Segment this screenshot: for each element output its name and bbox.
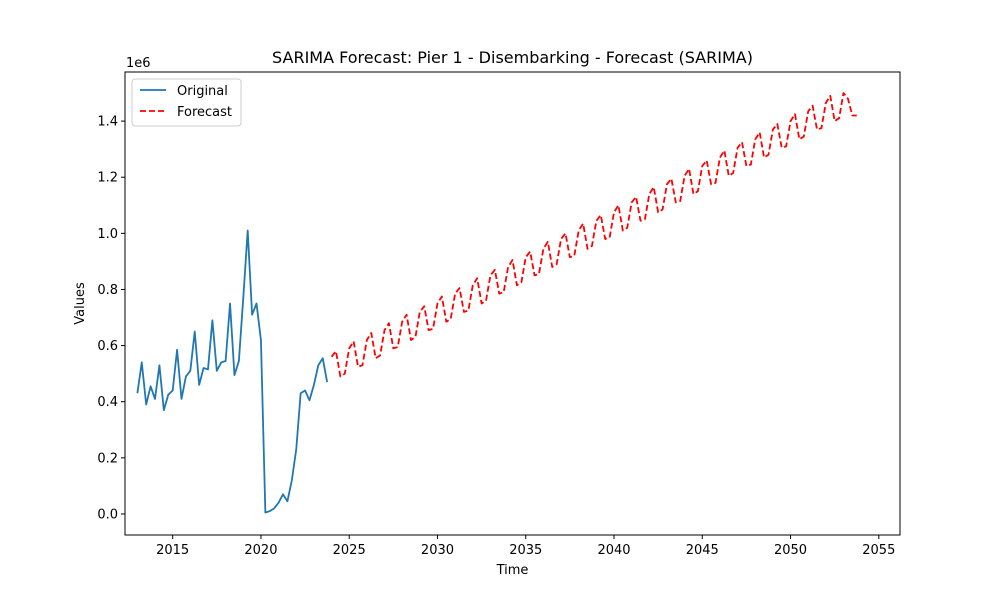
x-tick-label-2015: 2015 xyxy=(156,543,189,558)
plot-frame xyxy=(124,71,901,536)
legend-label-forecast: Forecast xyxy=(177,105,232,120)
y-tick-label-0.0: 0.0 xyxy=(97,507,118,522)
x-axis-title: Time xyxy=(496,563,529,578)
plot-background xyxy=(125,72,900,535)
x-tick-label-2040: 2040 xyxy=(597,543,630,558)
y-tick-label-0.6: 0.6 xyxy=(97,339,118,354)
x-tick-label-2020: 2020 xyxy=(244,543,277,558)
y-axis: 0.0 0.2 0.4 0.6 0.8 1.0 1.2 1.4 xyxy=(97,115,125,522)
series-line-forecast xyxy=(330,92,857,378)
y-axis-title: Values xyxy=(73,282,88,325)
y-tick-label-0.2: 0.2 xyxy=(97,451,118,466)
x-tick-label-2050: 2050 xyxy=(774,543,807,558)
series-layer xyxy=(136,92,857,514)
x-tick-label-2025: 2025 xyxy=(333,543,366,558)
series-line-original xyxy=(136,229,329,514)
y-tick-label-0.4: 0.4 xyxy=(97,395,118,410)
y-tick-label-1.0: 1.0 xyxy=(97,227,118,242)
y-tick-label-1.4: 1.4 xyxy=(97,115,118,130)
legend-label-original: Original xyxy=(177,84,228,99)
y-scale-label: 1e6 xyxy=(126,56,151,71)
legend: Original Forecast xyxy=(131,78,242,127)
x-tick-label-2055: 2055 xyxy=(862,543,895,558)
plot-area xyxy=(125,72,900,535)
x-axis: 2015 2020 2025 2030 2035 2040 2045 2050 2055 xyxy=(156,535,895,558)
x-tick-label-2045: 2045 xyxy=(686,543,719,558)
y-tick-label-1.2: 1.2 xyxy=(97,171,118,186)
x-tick-label-2035: 2035 xyxy=(509,543,542,558)
x-tick-label-2030: 2030 xyxy=(421,543,454,558)
chart-title: SARIMA Forecast: Pier 1 - Disembarking -… xyxy=(272,48,753,67)
y-tick-label-0.8: 0.8 xyxy=(97,283,118,298)
